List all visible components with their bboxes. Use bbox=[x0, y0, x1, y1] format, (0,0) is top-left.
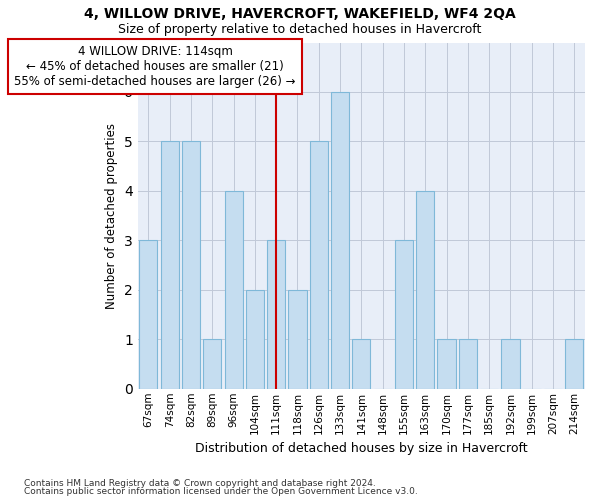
Bar bbox=[161, 142, 179, 389]
Y-axis label: Number of detached properties: Number of detached properties bbox=[106, 122, 118, 308]
X-axis label: Distribution of detached houses by size in Havercroft: Distribution of detached houses by size … bbox=[195, 442, 527, 455]
Text: 4 WILLOW DRIVE: 114sqm
← 45% of detached houses are smaller (21)
55% of semi-det: 4 WILLOW DRIVE: 114sqm ← 45% of detached… bbox=[14, 45, 296, 88]
Text: Contains HM Land Registry data © Crown copyright and database right 2024.: Contains HM Land Registry data © Crown c… bbox=[24, 478, 376, 488]
Bar bbox=[416, 191, 434, 389]
Bar bbox=[565, 340, 583, 389]
Bar bbox=[310, 142, 328, 389]
Bar bbox=[267, 240, 285, 389]
Bar bbox=[331, 92, 349, 389]
Text: 4, WILLOW DRIVE, HAVERCROFT, WAKEFIELD, WF4 2QA: 4, WILLOW DRIVE, HAVERCROFT, WAKEFIELD, … bbox=[84, 8, 516, 22]
Bar bbox=[459, 340, 477, 389]
Bar bbox=[246, 290, 264, 389]
Bar bbox=[224, 191, 242, 389]
Text: Contains public sector information licensed under the Open Government Licence v3: Contains public sector information licen… bbox=[24, 487, 418, 496]
Bar bbox=[437, 340, 455, 389]
Bar bbox=[182, 142, 200, 389]
Bar bbox=[352, 340, 370, 389]
Bar bbox=[395, 240, 413, 389]
Text: Size of property relative to detached houses in Havercroft: Size of property relative to detached ho… bbox=[118, 22, 482, 36]
Bar bbox=[203, 340, 221, 389]
Bar bbox=[139, 240, 157, 389]
Bar bbox=[502, 340, 520, 389]
Bar bbox=[289, 290, 307, 389]
